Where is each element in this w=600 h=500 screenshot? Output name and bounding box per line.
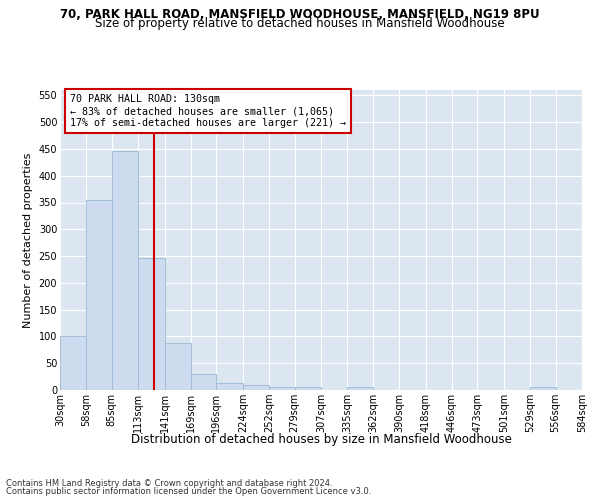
Bar xyxy=(138,258,164,390)
Text: 70, PARK HALL ROAD, MANSFIELD WOODHOUSE, MANSFIELD, NG19 8PU: 70, PARK HALL ROAD, MANSFIELD WOODHOUSE,… xyxy=(60,8,540,20)
Bar xyxy=(530,388,556,390)
Text: 70 PARK HALL ROAD: 130sqm
← 83% of detached houses are smaller (1,065)
17% of se: 70 PARK HALL ROAD: 130sqm ← 83% of detac… xyxy=(70,94,346,128)
Bar xyxy=(243,385,269,390)
Y-axis label: Number of detached properties: Number of detached properties xyxy=(23,152,33,328)
Text: Distribution of detached houses by size in Mansfield Woodhouse: Distribution of detached houses by size … xyxy=(131,432,511,446)
Text: Contains public sector information licensed under the Open Government Licence v3: Contains public sector information licen… xyxy=(6,487,371,496)
Bar xyxy=(191,374,217,390)
Bar xyxy=(217,382,243,390)
Text: Size of property relative to detached houses in Mansfield Woodhouse: Size of property relative to detached ho… xyxy=(95,18,505,30)
Bar xyxy=(295,388,321,390)
Bar xyxy=(60,336,86,390)
Bar xyxy=(164,343,191,390)
Bar xyxy=(347,388,373,390)
Text: Contains HM Land Registry data © Crown copyright and database right 2024.: Contains HM Land Registry data © Crown c… xyxy=(6,478,332,488)
Bar xyxy=(86,200,112,390)
Bar xyxy=(112,150,138,390)
Bar xyxy=(269,388,295,390)
